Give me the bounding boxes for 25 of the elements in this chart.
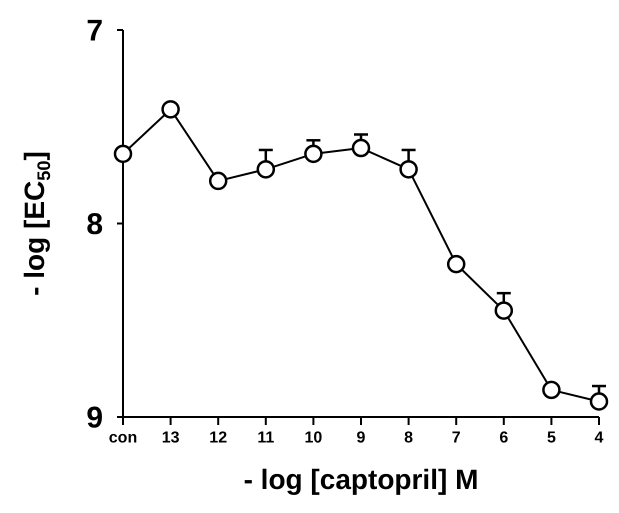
point — [399, 160, 418, 179]
x-tick-label: 10 — [304, 429, 322, 446]
y-tick-label: 7 — [86, 14, 103, 48]
point — [352, 138, 370, 158]
point — [114, 144, 132, 164]
x-axis-title: - log [captopril] M — [244, 464, 478, 495]
x-tick-label: 4 — [594, 429, 604, 446]
point — [542, 380, 561, 400]
x-tick-label: 11 — [257, 429, 274, 446]
y-tick-label: 8 — [86, 208, 103, 242]
x-tick-label: 8 — [404, 429, 414, 446]
x-tick-label: 6 — [499, 429, 508, 446]
point — [208, 172, 228, 190]
point — [446, 254, 466, 274]
point — [161, 100, 180, 119]
x-tick-label: 12 — [209, 429, 228, 446]
point — [304, 144, 323, 164]
point — [590, 392, 608, 411]
point — [494, 301, 514, 320]
x-tick-label: 9 — [356, 429, 366, 446]
x-tick-label: 7 — [452, 429, 461, 446]
x-tick-label: con — [108, 429, 138, 446]
point — [256, 160, 276, 179]
x-tick-label: 5 — [546, 429, 556, 446]
x-tick-label: 13 — [162, 429, 180, 446]
